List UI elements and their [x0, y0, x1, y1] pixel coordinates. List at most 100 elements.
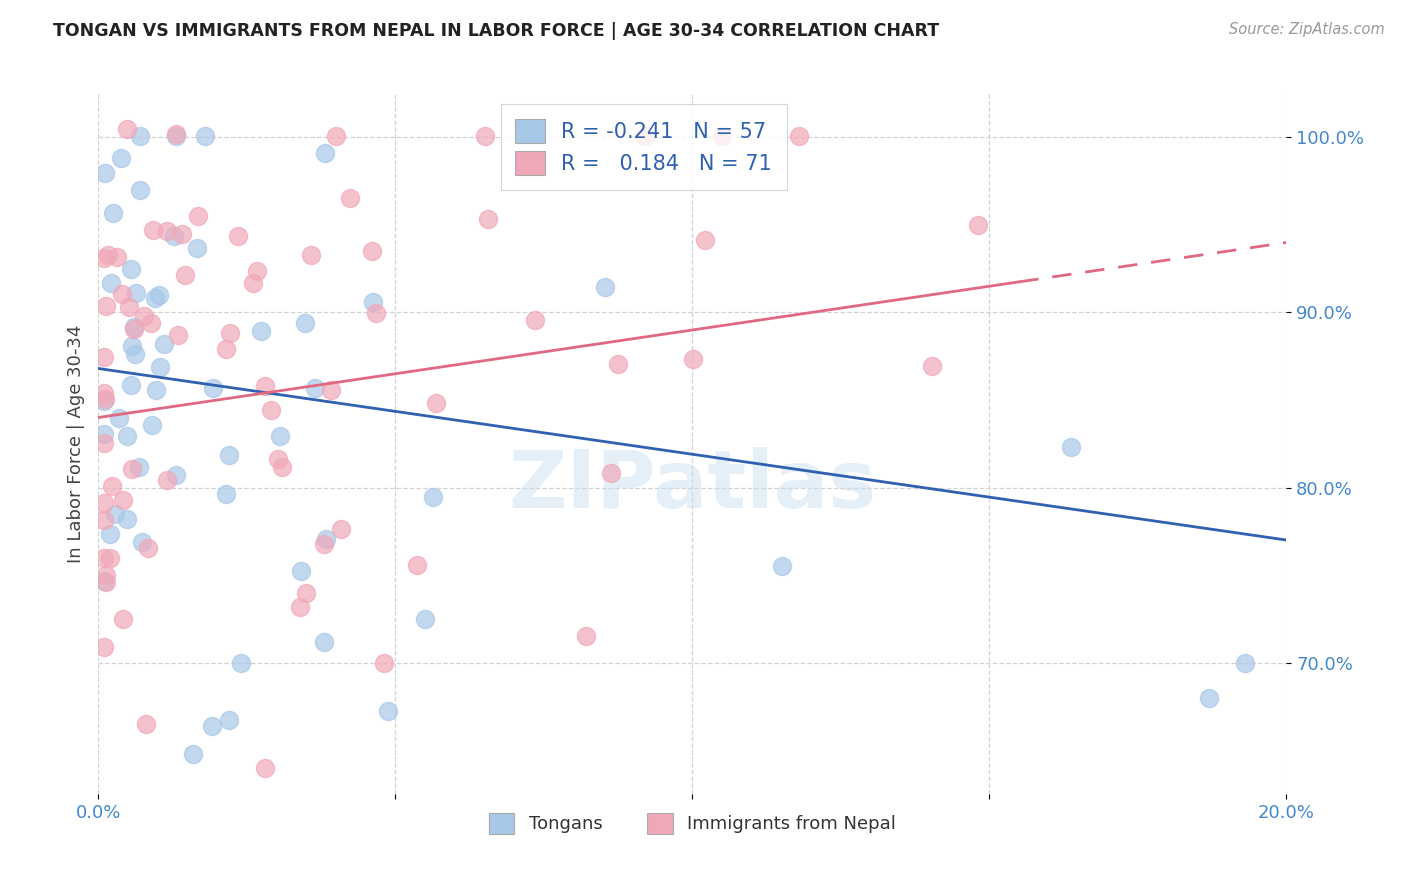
Point: [253, 379, 276, 393]
Point: [339, 191, 361, 205]
Point: [93, 251, 115, 265]
Point: [115, 511, 138, 525]
Point: [111, 492, 134, 507]
Point: [607, 358, 630, 372]
Point: [129, 183, 152, 197]
Point: [214, 486, 236, 500]
Point: [115, 429, 138, 443]
Point: [593, 280, 616, 294]
Point: [93, 640, 115, 654]
Point: [477, 211, 499, 226]
Point: [156, 224, 179, 238]
Point: [294, 316, 316, 330]
Point: [422, 490, 444, 504]
Point: [110, 287, 132, 301]
Point: [156, 473, 179, 487]
Y-axis label: In Labor Force | Age 30-34: In Labor Force | Age 30-34: [66, 325, 84, 563]
Point: [135, 716, 157, 731]
Point: [122, 320, 145, 334]
Point: [406, 558, 429, 572]
Point: [131, 534, 153, 549]
Point: [128, 460, 150, 475]
Point: [260, 403, 283, 417]
Point: [153, 337, 176, 351]
Point: [215, 343, 238, 357]
Point: [120, 377, 142, 392]
Point: [145, 383, 167, 397]
Point: [366, 306, 388, 320]
Point: [789, 128, 811, 143]
Point: [94, 392, 117, 406]
Point: [93, 496, 115, 510]
Point: [110, 151, 132, 165]
Legend: Tongans, Immigrants from Nepal: Tongans, Immigrants from Nepal: [482, 805, 903, 841]
Point: [93, 426, 115, 441]
Point: [141, 418, 163, 433]
Point: [194, 128, 217, 143]
Text: ZIPatlas: ZIPatlas: [509, 447, 876, 524]
Point: [474, 128, 496, 143]
Point: [295, 585, 318, 599]
Point: [103, 507, 125, 521]
Point: [711, 128, 734, 143]
Point: [167, 327, 190, 342]
Point: [242, 277, 264, 291]
Point: [93, 386, 115, 401]
Point: [600, 467, 623, 481]
Point: [112, 612, 135, 626]
Point: [249, 324, 271, 338]
Point: [373, 656, 395, 670]
Point: [136, 541, 159, 555]
Point: [1198, 690, 1220, 705]
Point: [186, 241, 208, 255]
Point: [253, 761, 276, 775]
Point: [967, 219, 990, 233]
Point: [361, 244, 384, 258]
Point: [290, 564, 312, 578]
Point: [269, 428, 291, 442]
Point: [218, 448, 240, 462]
Point: [94, 166, 117, 180]
Point: [201, 381, 224, 395]
Point: [187, 209, 209, 223]
Point: [314, 146, 336, 161]
Point: [377, 704, 399, 718]
Text: TONGAN VS IMMIGRANTS FROM NEPAL IN LABOR FORCE | AGE 30-34 CORRELATION CHART: TONGAN VS IMMIGRANTS FROM NEPAL IN LABOR…: [53, 22, 939, 40]
Point: [98, 550, 121, 565]
Point: [101, 478, 124, 492]
Point: [1060, 441, 1083, 455]
Point: [98, 527, 121, 541]
Point: [94, 299, 117, 313]
Point: [304, 381, 326, 395]
Point: [363, 295, 385, 310]
Text: Source: ZipAtlas.com: Source: ZipAtlas.com: [1229, 22, 1385, 37]
Point: [94, 567, 117, 582]
Point: [108, 411, 131, 425]
Point: [246, 264, 269, 278]
Point: [299, 247, 322, 261]
Point: [148, 359, 170, 374]
Point: [163, 228, 186, 243]
Point: [413, 612, 436, 626]
Point: [165, 128, 187, 143]
Point: [93, 394, 115, 409]
Point: [228, 229, 250, 244]
Point: [682, 351, 704, 366]
Point: [321, 384, 343, 398]
Point: [142, 222, 165, 236]
Point: [121, 262, 143, 277]
Point: [129, 128, 152, 143]
Point: [105, 250, 128, 264]
Point: [143, 291, 166, 305]
Point: [93, 513, 115, 527]
Point: [219, 326, 242, 340]
Point: [121, 339, 143, 353]
Point: [218, 714, 240, 728]
Point: [115, 121, 138, 136]
Point: [97, 248, 120, 262]
Point: [93, 574, 115, 588]
Point: [100, 276, 122, 290]
Point: [315, 532, 337, 546]
Point: [288, 600, 311, 615]
Point: [574, 629, 596, 643]
